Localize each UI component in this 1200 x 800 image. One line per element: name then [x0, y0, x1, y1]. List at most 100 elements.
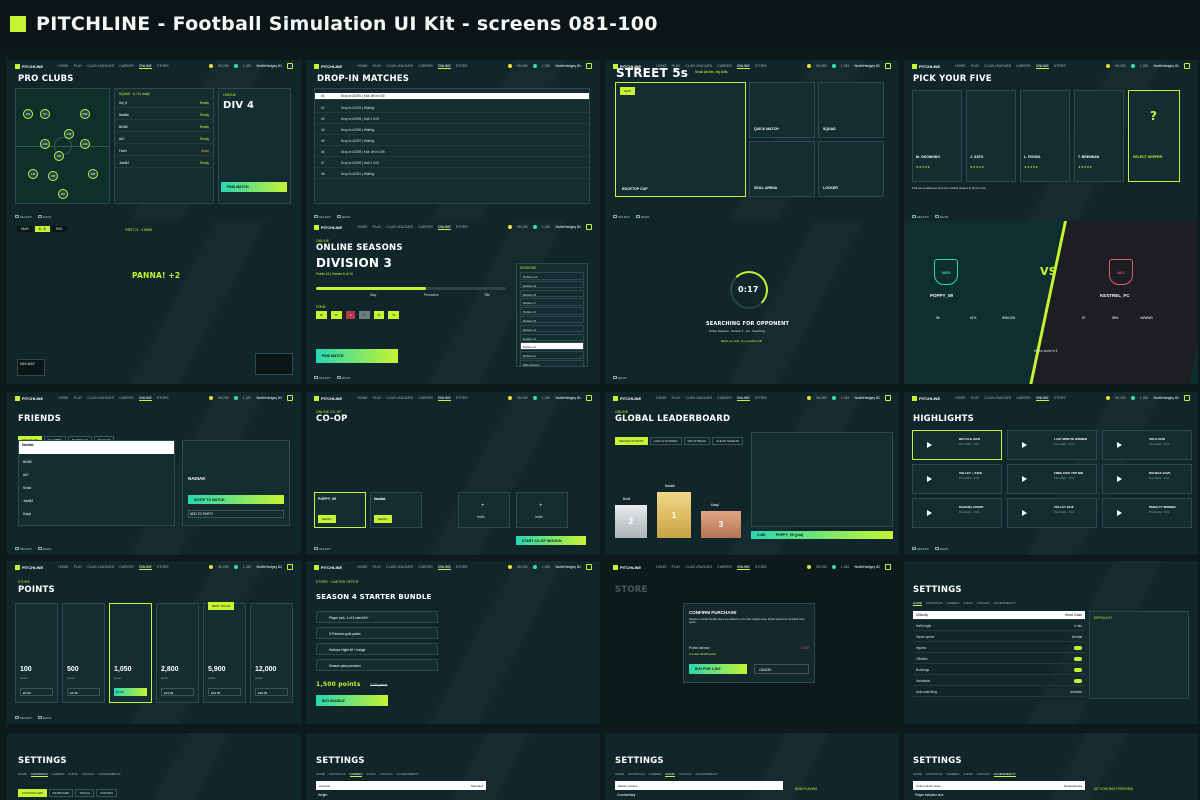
nav-item[interactable]: CLUB LEAGUES	[685, 565, 713, 569]
nav-item[interactable]: PLAY	[372, 64, 382, 68]
nav-item[interactable]: PLAY	[970, 396, 980, 400]
co-op-slot-1[interactable]: POPPY_09 READY	[314, 492, 366, 528]
nav-item[interactable]: CLUB LEAGUES	[685, 396, 713, 400]
nav-item[interactable]: ONLINE	[437, 395, 451, 401]
brand-logo[interactable]: PITCHLINE	[912, 395, 940, 401]
table-row[interactable]: #4 Drop-in #2296 | Waiting	[315, 126, 589, 135]
nav-item[interactable]: ONLINE	[736, 63, 750, 69]
player-card[interactable]: L. ROSSA ★★★★★	[1020, 90, 1070, 182]
player-name[interactable]: NorthHedgey 81	[256, 64, 283, 68]
nav-item[interactable]: CLUB LEAGUES	[87, 565, 115, 569]
buy-confirm-button[interactable]: BUY FOR 1,500	[689, 664, 747, 674]
points-pack[interactable]: 500 points £4.99	[62, 603, 105, 703]
highlight-clip[interactable]: LAST MINUTE WINNER Pro Clubs · 0:12	[1007, 430, 1097, 460]
player-name[interactable]: NorthHedgey 81	[1153, 396, 1180, 400]
division-item[interactable]: Division 6	[520, 307, 584, 315]
nav-item[interactable]: ONLINE	[138, 564, 152, 570]
player-name[interactable]: NorthHedgey 81	[854, 64, 881, 68]
highlight-clip[interactable]: DOUBLE SAVE Pro Clubs · 0:12	[1102, 464, 1192, 494]
member-row[interactable]: Juks52 Ready	[115, 159, 213, 168]
member-row[interactable]: Bri4ID Ready	[115, 123, 213, 132]
nav-item[interactable]: PLAY	[73, 64, 83, 68]
player-name[interactable]: NorthHedgey 81	[256, 565, 283, 569]
nav-item[interactable]: STORE	[156, 565, 169, 569]
highlight-clip[interactable]: FREE KICK TOP BIN Pro Clubs · 0:12	[1007, 464, 1097, 494]
division-item[interactable]: Division 7	[520, 298, 584, 306]
player-name[interactable]: NorthHedgey 81	[555, 225, 582, 229]
setting-row-selected[interactable]: Master volume	[615, 781, 783, 790]
division-item[interactable]: Elite division	[520, 359, 584, 368]
brand-logo[interactable]: PITCHLINE	[15, 63, 43, 69]
nav-item[interactable]: HOME	[357, 64, 368, 68]
nav-item[interactable]: CLUB LEAGUES	[386, 225, 414, 229]
player-name[interactable]: NorthHedgey 81	[854, 396, 881, 400]
table-row[interactable]: #8 Drop-in #2301 | Waiting	[315, 170, 589, 179]
nav-item[interactable]: STORE	[455, 225, 468, 229]
cancel-button[interactable]: CANCEL	[754, 664, 809, 674]
points-pack[interactable]: BEST VALUE 5,900 points £49.99	[203, 602, 246, 703]
nav-item[interactable]: PLAY	[372, 565, 382, 569]
setting-row[interactable]: Offsides	[913, 655, 1085, 664]
nav-item[interactable]: HOME	[357, 565, 368, 569]
highlight-clip[interactable]: RABONA ASSIST Pro Clubs · 0:12	[912, 498, 1002, 528]
nav-item[interactable]: ONLINE	[138, 63, 152, 69]
brand-logo[interactable]: PITCHLINE	[314, 224, 342, 230]
nav-item[interactable]: PLAY	[73, 396, 83, 400]
nav-item[interactable]: HOME	[357, 225, 368, 229]
nav-item[interactable]: HOME	[955, 64, 966, 68]
friend-row-selected[interactable]: Nadiak	[19, 441, 174, 454]
nav-item[interactable]: CAREER	[119, 396, 134, 400]
nav-item[interactable]: ONLINE	[437, 564, 451, 570]
setting-row[interactable]: Half length 6 min	[913, 622, 1085, 631]
nav-item[interactable]: CLUB LEAGUES	[685, 64, 713, 68]
find-match-button[interactable]: FIND MATCH	[221, 182, 287, 192]
nav-item[interactable]: CAREER	[1016, 64, 1031, 68]
player-name[interactable]: NorthHedgey 81	[854, 565, 881, 569]
division-item[interactable]: Division 10	[520, 272, 584, 280]
points-pack[interactable]: 12,000 points £99.99	[250, 603, 293, 703]
nav-item[interactable]: ONLINE	[736, 564, 750, 570]
select-keeper-card[interactable]: ? SELECT KEEPER	[1128, 90, 1180, 182]
nav-item[interactable]: STORE	[754, 565, 767, 569]
nav-item[interactable]: HOME	[58, 396, 69, 400]
nav-item[interactable]: ONLINE	[1035, 63, 1049, 69]
player-name[interactable]: NorthHedgey 81	[555, 64, 582, 68]
nav-item[interactable]: STORE	[1053, 396, 1066, 400]
nav-item[interactable]: STORE	[156, 396, 169, 400]
brand-logo[interactable]: PITCHLINE	[15, 395, 43, 401]
setting-row[interactable]: Injuries	[913, 644, 1085, 653]
card-squad[interactable]: SQUAD	[818, 82, 884, 138]
nav-item[interactable]: STORE	[455, 64, 468, 68]
find-match-button[interactable]: FIND MATCH	[316, 349, 398, 363]
nav-item[interactable]: ONLINE	[736, 395, 750, 401]
nav-item[interactable]: CLUB LEAGUES	[386, 565, 414, 569]
setting-row[interactable]: Handballs	[913, 677, 1085, 686]
setting-row-selected[interactable]: Camera Standard	[316, 781, 486, 790]
nav-item[interactable]: CAREER	[418, 565, 433, 569]
add-party-button[interactable]: ADD TO PARTY	[188, 510, 284, 518]
nav-item[interactable]: ONLINE	[437, 63, 451, 69]
player-name[interactable]: NorthHedgey 81	[555, 565, 582, 569]
nav-item[interactable]: CAREER	[119, 64, 134, 68]
nav-item[interactable]: PLAY	[970, 64, 980, 68]
player-card[interactable]: M. OKONKWO ★★★★★	[912, 90, 962, 182]
player-card[interactable]: J. SATO ★★★★★	[966, 90, 1016, 182]
setting-row[interactable]: Game speed Normal	[913, 633, 1085, 642]
nav-item[interactable]: PLAY	[372, 396, 382, 400]
highlight-clip[interactable]: SOLO RUN Pro Clubs · 0:12	[1102, 430, 1192, 460]
points-pack[interactable]: 100 points £0.99	[15, 603, 58, 703]
highlight-clip[interactable]: VOLLEY 2018 Pro Clubs · 0:12	[1007, 498, 1097, 528]
highlight-clip[interactable]: VOLLEY + SAVE Pro Clubs · 0:12	[912, 464, 1002, 494]
division-item[interactable]: Division 8	[520, 289, 584, 298]
start-coop-button[interactable]: START CO-OP SEASON	[516, 536, 586, 545]
player-name[interactable]: NorthHedgey 81	[1153, 64, 1180, 68]
player-name[interactable]: NorthHedgey 81	[555, 396, 582, 400]
nav-item[interactable]: CAREER	[717, 396, 732, 400]
nav-item[interactable]: CLUB LEAGUES	[386, 396, 414, 400]
nav-item[interactable]: CLUB LEAGUES	[386, 64, 414, 68]
member-row[interactable]: Ari7 Ready	[115, 135, 213, 144]
nav-item[interactable]: CAREER	[717, 64, 732, 68]
nav-item[interactable]: CAREER	[418, 396, 433, 400]
division-item[interactable]: Division 2	[520, 342, 584, 350]
nav-item[interactable]: CAREER	[717, 565, 732, 569]
